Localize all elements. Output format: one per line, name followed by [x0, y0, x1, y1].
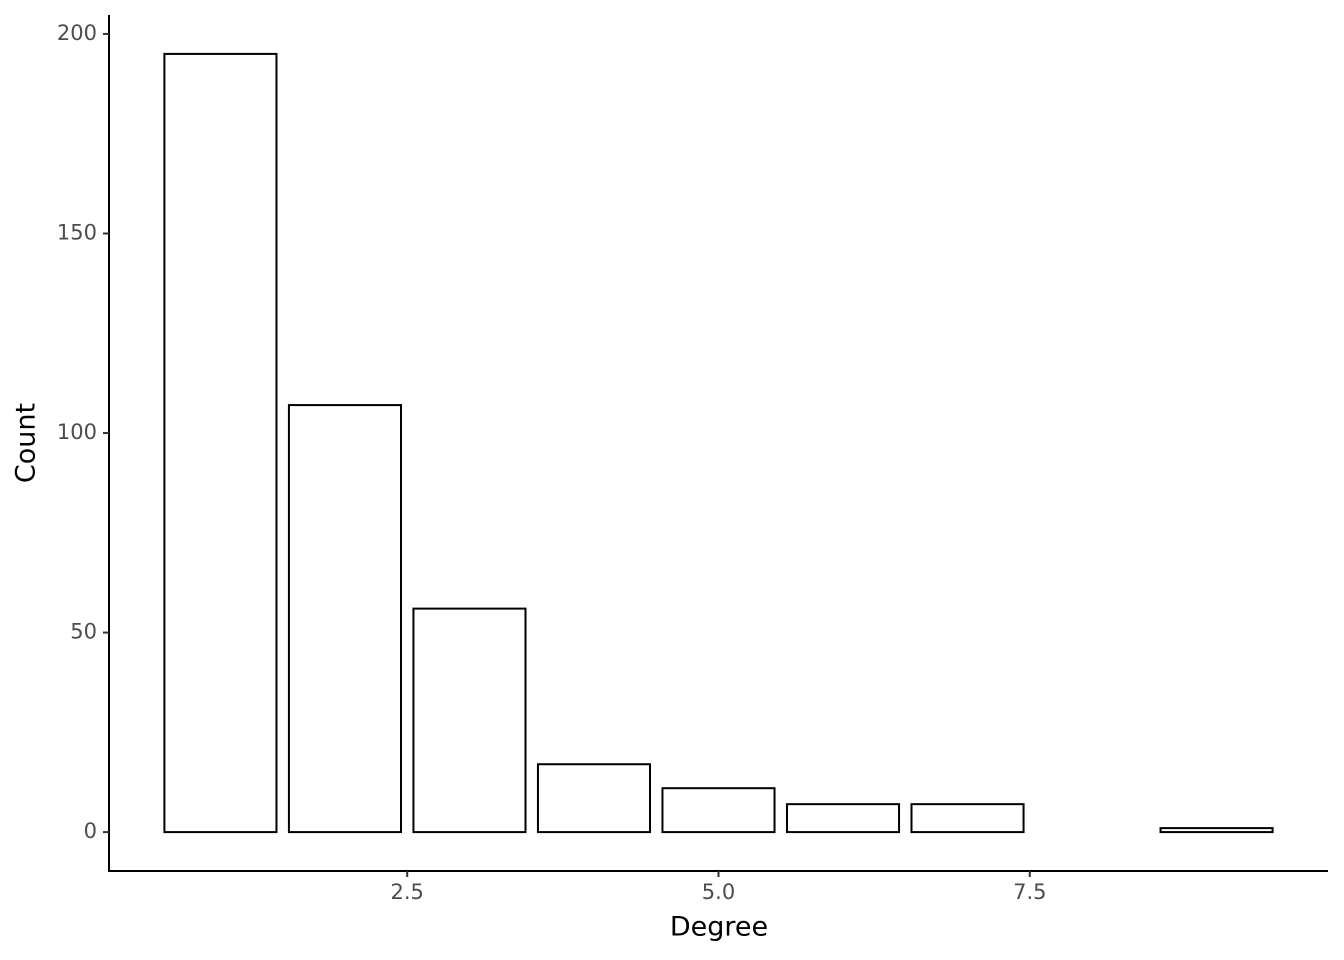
y-tick-label: 150 [57, 220, 97, 244]
bar [661, 787, 776, 834]
y-axis-title: Count [11, 403, 42, 483]
x-tick-label: 5.0 [702, 880, 735, 904]
y-tick-label: 100 [57, 420, 97, 444]
y-tick-label: 50 [70, 620, 97, 644]
bar [910, 803, 1025, 834]
y-tick-label: 0 [84, 819, 97, 843]
bar [287, 404, 402, 834]
y-tick-label: 200 [57, 21, 97, 45]
bar [163, 52, 278, 834]
x-axis-title: Degree [670, 912, 768, 943]
bar [536, 763, 652, 834]
x-tick-label: 2.5 [391, 880, 424, 904]
bar [412, 607, 527, 834]
bar [1159, 827, 1274, 834]
bar [785, 803, 901, 834]
x-tick-label: 7.5 [1013, 880, 1046, 904]
